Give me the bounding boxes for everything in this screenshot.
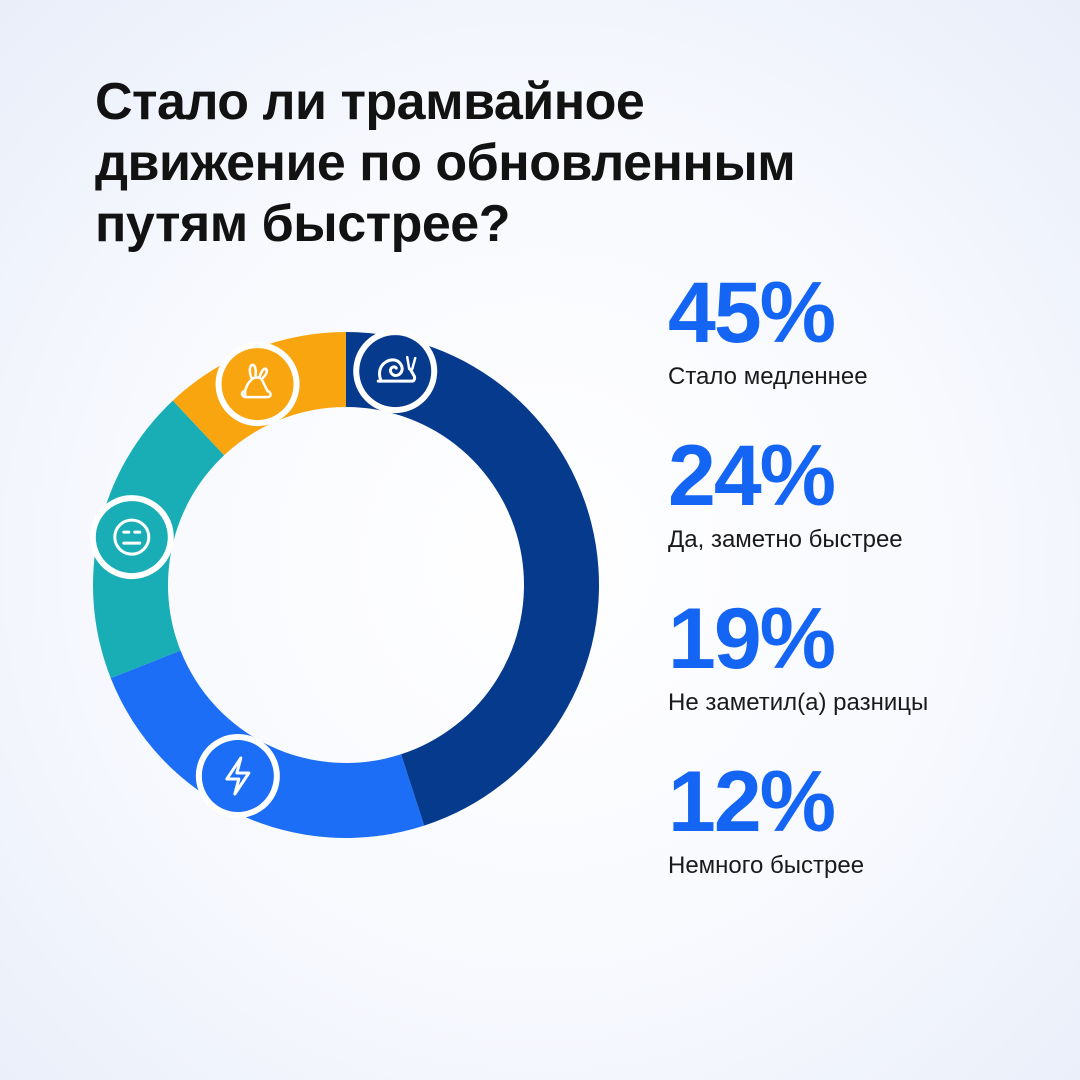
- legend-item-slightly-faster: 12% Немного быстрее: [668, 757, 1068, 920]
- legend-item-no-difference: 19% Не заметил(а) разницы: [668, 594, 1068, 757]
- legend-item-slower: 45% Стало медленнее: [668, 268, 1068, 431]
- slice-badge-slower: [353, 329, 438, 414]
- legend-label-no-difference: Не заметил(а) разницы: [668, 689, 929, 716]
- legend-item-much-faster: 24% Да, заметно быстрее: [668, 431, 1068, 594]
- legend-value-slower: 45%: [668, 265, 836, 361]
- legend-label-slower: Стало медленнее: [668, 363, 868, 390]
- slice-icon-badges: [89, 329, 438, 819]
- legend: 45% Стало медленнее 24% Да, заметно быст…: [668, 268, 1068, 920]
- legend-label-slightly-faster: Немного быстрее: [668, 852, 865, 879]
- donut-slices: [93, 332, 600, 839]
- donut-slice-slower: [346, 332, 600, 826]
- lightning-icon: [225, 756, 251, 796]
- legend-value-much-faster: 24%: [668, 428, 836, 524]
- slice-badge-much-faster: [195, 734, 280, 819]
- rabbit-icon: [240, 363, 272, 399]
- donut-chart: [89, 329, 600, 839]
- title-line-2: движение по обновленным: [95, 134, 796, 192]
- title-line-3: путям быстрее?: [95, 195, 510, 253]
- slice-badge-no-difference: [89, 495, 174, 580]
- legend-label-much-faster: Да, заметно быстрее: [668, 526, 903, 553]
- title-line-1: Стало ли трамвайное: [95, 73, 645, 131]
- snail-icon: [376, 355, 417, 383]
- slice-badge-slightly-faster: [215, 342, 300, 427]
- legend-value-no-difference: 19%: [668, 591, 836, 687]
- legend-value-slightly-faster: 12%: [668, 754, 836, 850]
- neutral-face-icon: [113, 518, 151, 556]
- donut-slice-much-faster: [110, 650, 425, 839]
- page-title: Стало ли трамвайное движение по обновлен…: [95, 72, 995, 255]
